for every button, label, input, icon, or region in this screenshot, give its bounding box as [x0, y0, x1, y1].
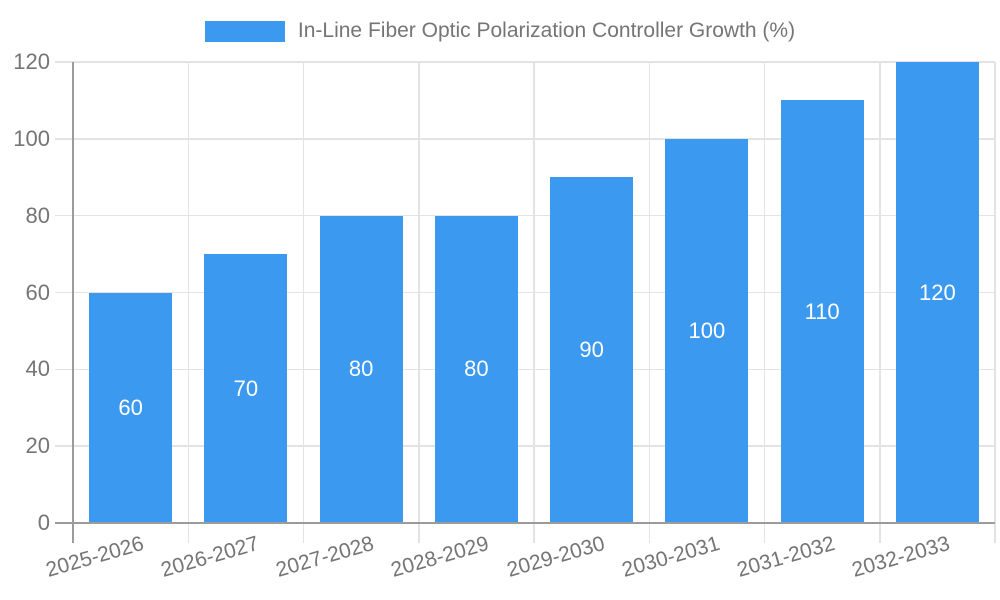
h-gridline — [55, 291, 995, 294]
y-axis-line — [72, 62, 74, 543]
v-gridline — [302, 62, 305, 543]
v-gridline — [994, 62, 996, 543]
bar-value-label: 90 — [579, 337, 604, 363]
x-tick-label: 2030-2031 — [619, 532, 723, 582]
bar-value-label: 110 — [804, 298, 840, 324]
bar-value-label: 80 — [464, 356, 489, 382]
x-tick-label: 2027-2028 — [273, 532, 377, 582]
h-gridline — [55, 214, 995, 217]
bar[interactable] — [204, 254, 288, 523]
x-tick-label: 2031-2032 — [734, 532, 838, 582]
x-tick-label: 2025-2026 — [43, 532, 146, 582]
x-tick-label: 2028-2029 — [388, 532, 492, 582]
x-axis-line — [55, 522, 995, 524]
y-tick-label: 20 — [25, 433, 50, 459]
bar-value-label: 100 — [688, 317, 726, 343]
y-tick-label: 100 — [13, 125, 50, 151]
legend-swatch-icon — [204, 20, 285, 42]
bar[interactable] — [895, 62, 979, 523]
v-gridline — [533, 62, 535, 543]
h-gridline — [55, 138, 995, 140]
x-tick-label: 2032-2033 — [849, 532, 953, 582]
x-tick-label: 2029-2030 — [504, 532, 607, 582]
bar[interactable] — [780, 100, 864, 523]
bar[interactable] — [319, 215, 403, 523]
h-gridline — [55, 368, 995, 371]
legend-label: In-Line Fiber Optic Polarization Control… — [297, 19, 796, 42]
bar[interactable] — [665, 138, 749, 523]
y-tick-label: 120 — [13, 49, 50, 74]
bar-value-label: 70 — [233, 375, 259, 401]
bar[interactable] — [434, 215, 518, 523]
v-gridline — [879, 62, 881, 543]
y-tick-label: 60 — [25, 279, 50, 305]
v-gridline — [187, 62, 189, 543]
v-gridline — [648, 62, 650, 543]
h-gridline — [55, 61, 995, 63]
x-tick-label: 2026-2027 — [158, 532, 262, 582]
h-gridline — [55, 445, 995, 447]
bar-value-label: 120 — [919, 279, 956, 305]
v-gridline — [763, 62, 766, 543]
chart-legend[interactable]: In-Line Fiber Optic Polarization Control… — [0, 19, 1000, 43]
y-tick-label: 40 — [25, 356, 50, 382]
bar-value-label: 80 — [348, 356, 374, 382]
v-gridline — [418, 62, 420, 543]
bar[interactable] — [89, 292, 173, 523]
bar-value-label: 60 — [118, 394, 143, 420]
bar[interactable] — [550, 177, 634, 523]
y-tick-label: 80 — [25, 202, 50, 228]
y-tick-label: 0 — [37, 510, 50, 535]
